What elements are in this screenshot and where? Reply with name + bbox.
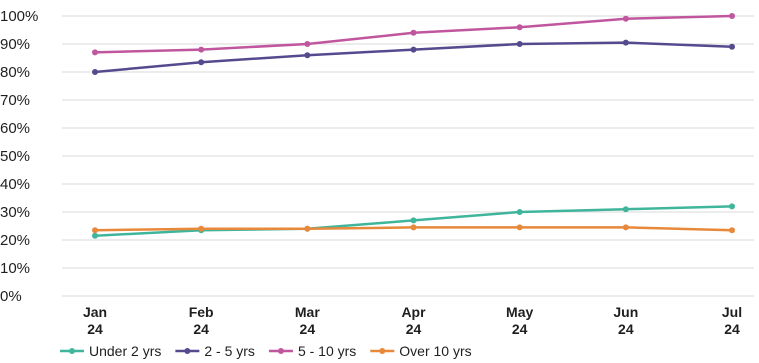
- y-tick-label: 70%: [0, 92, 30, 109]
- y-tick-label: 20%: [0, 232, 30, 249]
- y-tick-label: 30%: [0, 204, 30, 221]
- data-point-under-2-yrs: [729, 203, 735, 210]
- grid-layer: [62, 15, 754, 297]
- legend-item-5-10-yrs: 5 - 10 yrs: [268, 343, 356, 359]
- x-tick-label: Feb 24: [189, 304, 214, 337]
- y-tick-label: 100%: [0, 8, 38, 25]
- data-point-2-5-yrs: [410, 46, 417, 53]
- data-point-5-10-yrs: [304, 41, 311, 47]
- data-point-under-2-yrs: [516, 209, 523, 215]
- y-tick-label: 40%: [0, 176, 30, 193]
- x-axis-ticks: Jan 24 Feb 24 Mar 24 Apr 24 May 24 Jun 24 Jul 24: [83, 304, 742, 337]
- data-point-under-2-yrs: [410, 217, 417, 224]
- legend-item-2-5-yrs: 2 - 5 yrs: [175, 343, 255, 359]
- y-tick-label: 60%: [0, 120, 30, 137]
- x-tick-label: Jul 24: [722, 304, 742, 337]
- data-point-2-5-yrs: [516, 41, 523, 47]
- x-tick-label: Jun 24: [613, 304, 638, 337]
- data-point-5-10-yrs: [410, 29, 417, 36]
- data-point-over-10-yrs: [729, 227, 735, 234]
- data-point-5-10-yrs: [198, 46, 205, 53]
- x-tick-label: Jan 24: [83, 304, 107, 337]
- legend-swatch-marker: [379, 348, 386, 354]
- data-point-5-10-yrs: [622, 15, 629, 22]
- legend-item-under-2-yrs: Under 2 yrs: [60, 343, 161, 359]
- y-tick-label: 90%: [0, 36, 30, 53]
- series-5-10-yrs: [92, 13, 735, 56]
- y-axis-ticks: 0% 10% 20% 30% 40% 50% 60% 70% 80% 90% 100%: [0, 8, 38, 305]
- data-point-5-10-yrs: [92, 49, 98, 56]
- y-tick-label: 0%: [0, 288, 22, 305]
- data-point-2-5-yrs: [622, 39, 629, 46]
- legend-label: Under 2 yrs: [89, 343, 161, 359]
- x-tick-label: May 24: [506, 304, 533, 337]
- y-tick-label: 10%: [0, 260, 30, 277]
- legend-swatch-marker: [277, 348, 284, 354]
- legend-item-over-10-yrs: Over 10 yrs: [370, 343, 472, 359]
- x-tick-label: Apr 24: [401, 304, 426, 337]
- data-point-over-10-yrs: [198, 225, 205, 232]
- data-point-under-2-yrs: [622, 206, 629, 213]
- data-point-over-10-yrs: [92, 227, 98, 234]
- legend-swatch-marker: [184, 348, 191, 354]
- series-under-2-yrs: [92, 203, 735, 239]
- data-point-over-10-yrs: [304, 225, 311, 232]
- data-point-over-10-yrs: [410, 224, 417, 231]
- data-point-5-10-yrs: [729, 13, 735, 19]
- legend-label: 5 - 10 yrs: [298, 343, 356, 359]
- data-point-over-10-yrs: [516, 224, 523, 231]
- data-point-2-5-yrs: [198, 59, 205, 66]
- series-layer: [92, 13, 735, 239]
- legend-label: Over 10 yrs: [399, 343, 471, 359]
- legend: Under 2 yrs 2 - 5 yrs 5 - 10 yrs Over 10 yr…: [60, 343, 472, 359]
- y-tick-label: 50%: [0, 148, 30, 165]
- data-point-under-2-yrs: [92, 232, 98, 239]
- series-2-5-yrs: [92, 39, 735, 75]
- series-over-10-yrs: [92, 224, 735, 234]
- data-point-2-5-yrs: [729, 43, 735, 50]
- data-point-2-5-yrs: [92, 69, 98, 75]
- y-tick-label: 80%: [0, 64, 30, 81]
- legend-swatch-marker: [69, 348, 75, 354]
- x-tick-label: Mar 24: [295, 304, 320, 337]
- legend-label: 2 - 5 yrs: [204, 343, 255, 359]
- data-point-5-10-yrs: [516, 24, 523, 31]
- data-point-2-5-yrs: [304, 52, 311, 59]
- data-point-over-10-yrs: [622, 224, 629, 231]
